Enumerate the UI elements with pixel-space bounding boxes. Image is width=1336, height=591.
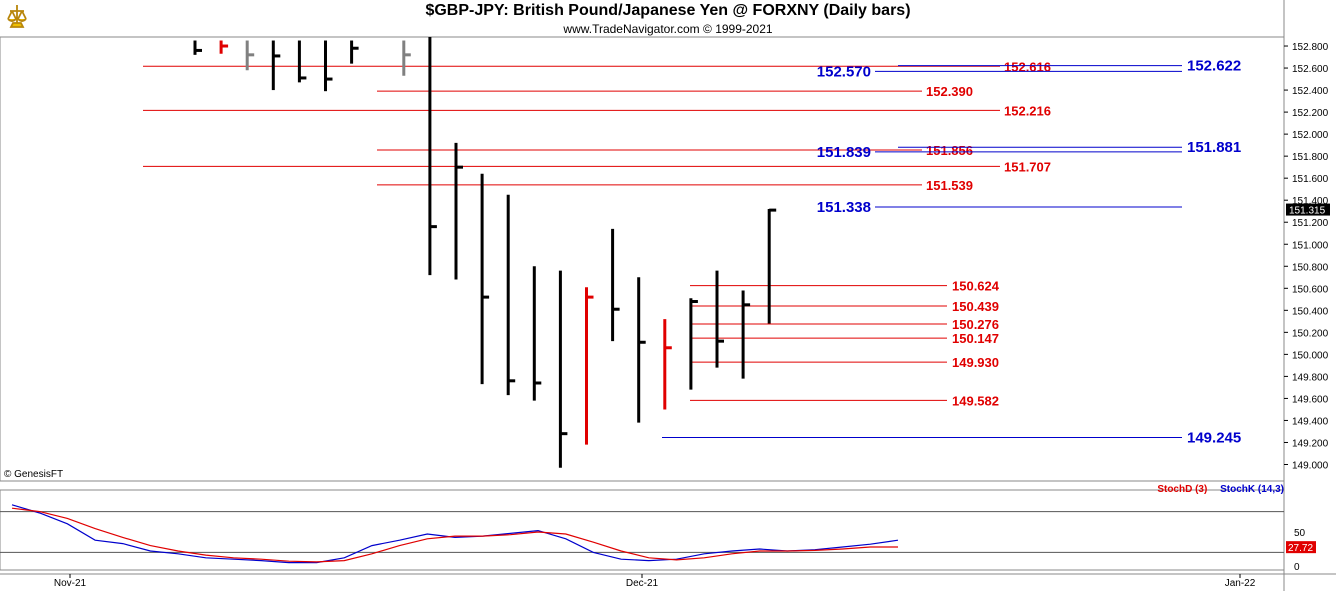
level-label: 151.881	[1187, 139, 1241, 156]
level-label: 152.622	[1187, 58, 1241, 75]
stoch-d-line	[11, 507, 898, 563]
legend-stoch-d: StochD (3)	[1157, 484, 1208, 495]
level-label: 150.624	[952, 279, 1000, 294]
x-tick-label: Jan-22	[1225, 578, 1256, 589]
level-label: 149.930	[952, 355, 999, 370]
price-tick-label: 149.200	[1292, 438, 1329, 449]
price-tick-label: 152.200	[1292, 108, 1329, 119]
level-label: 151.338	[817, 199, 871, 216]
level-label: 150.276	[952, 317, 999, 332]
price-tick-label: 151.400	[1292, 196, 1329, 207]
stoch-last-value: 27.72	[1288, 543, 1313, 554]
price-tick-label: 151.000	[1292, 240, 1329, 251]
stoch-last-value-box	[1286, 541, 1316, 554]
price-tick-label: 152.800	[1292, 42, 1329, 53]
level-label: 151.839	[817, 144, 871, 161]
stoch-panel-frame	[0, 489, 1285, 571]
price-tick-label: 151.200	[1292, 218, 1329, 229]
price-tick-label: 150.600	[1292, 284, 1329, 295]
level-label: 152.216	[1004, 103, 1051, 118]
stoch-tick-label: 0	[1294, 562, 1300, 573]
level-label: 152.570	[817, 63, 871, 80]
level-label: 150.439	[952, 299, 999, 314]
price-tick-label: 151.600	[1292, 174, 1329, 185]
price-tick-label: 150.400	[1292, 306, 1329, 317]
price-tick-label: 149.800	[1292, 372, 1329, 383]
price-tick-label: 152.000	[1292, 130, 1329, 141]
price-tick-label: 149.000	[1292, 461, 1329, 472]
legend-stoch-k: StochK (14,3)	[1220, 484, 1284, 495]
chart-subtitle: www.TradeNavigator.com © 1999-2021	[563, 22, 773, 36]
trade-navigator-logo-icon	[4, 3, 30, 36]
level-label: 149.245	[1187, 430, 1241, 447]
price-tick-label: 152.600	[1292, 64, 1329, 75]
stoch-legend: StochD (3) StochK (14,3)	[1157, 484, 1284, 495]
price-tick-label: 152.400	[1292, 86, 1329, 97]
chart-title: $GBP-JPY: British Pound/Japanese Yen @ F…	[425, 2, 911, 19]
level-label: 152.390	[926, 84, 973, 99]
level-label: 151.856	[926, 143, 973, 158]
level-label: 151.539	[926, 178, 973, 193]
price-tick-label: 150.000	[1292, 350, 1329, 361]
level-label: 151.707	[1004, 159, 1051, 174]
price-panel-frame	[0, 36, 1285, 482]
price-tick-label: 149.400	[1292, 416, 1329, 427]
current-price-label: 151.315	[1289, 206, 1326, 217]
level-label: 149.582	[952, 393, 999, 408]
stoch-k-line	[11, 504, 899, 564]
price-tick-label: 151.800	[1292, 152, 1329, 163]
current-price-box	[1286, 203, 1330, 216]
x-tick-label: Nov-21	[54, 578, 87, 589]
price-tick-label: 150.800	[1292, 262, 1329, 273]
watermark-text: © GenesisFT	[4, 469, 64, 480]
level-label: 150.147	[952, 331, 999, 346]
stoch-tick-label: 50	[1294, 528, 1306, 539]
price-tick-label: 149.600	[1292, 394, 1329, 405]
price-tick-label: 150.200	[1292, 328, 1329, 339]
level-label: 152.616	[1004, 59, 1051, 74]
x-tick-label: Dec-21	[626, 578, 659, 589]
